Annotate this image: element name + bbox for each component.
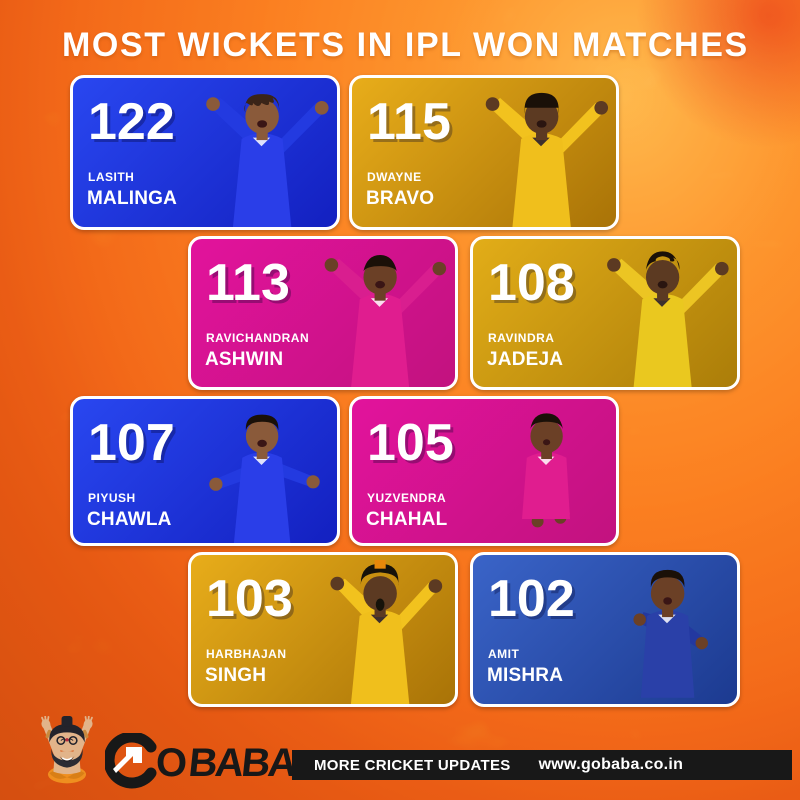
svg-text:O: O [156, 741, 186, 785]
svg-text:BABA: BABA [187, 741, 299, 785]
